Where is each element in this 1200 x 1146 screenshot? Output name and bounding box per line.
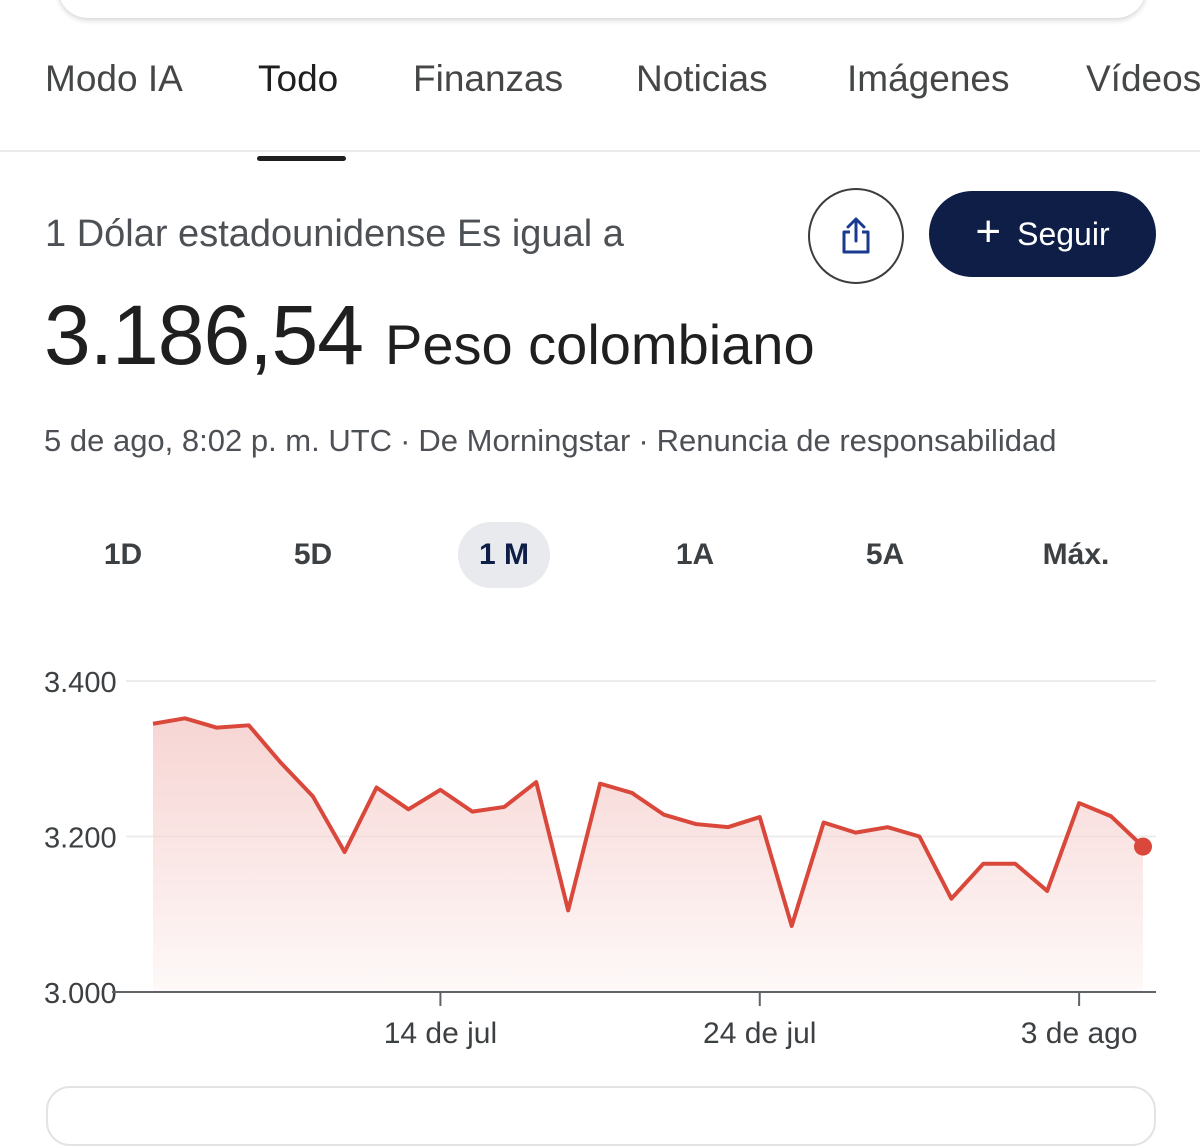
tab-noticias[interactable]: Noticias [636, 58, 768, 99]
price-chart[interactable]: 3.400 3.200 3.000 14 de jul 24 de jul 3 de ag… [0, 640, 1200, 1060]
series-line [152, 716, 1145, 928]
series-area [153, 718, 1143, 992]
range-5d[interactable]: 5D [293, 538, 333, 571]
timestamp: 5 de ago, 8:02 p. m. UTC [44, 423, 393, 458]
x-tick-label: 3 de ago [1021, 1017, 1138, 1050]
range-5a[interactable]: 5A [865, 538, 905, 571]
follow-button[interactable]: + Seguir [929, 191, 1156, 277]
tab-finanzas[interactable]: Finanzas [413, 58, 564, 99]
share-button[interactable] [808, 188, 904, 284]
search-box[interactable] [58, 0, 1146, 18]
range-1m[interactable]: 1 M [458, 522, 550, 588]
separator: · [400, 423, 411, 458]
tab-videos[interactable]: Vídeos [1086, 58, 1200, 99]
disclaimer-link[interactable]: Renuncia de responsabilidad [656, 423, 1057, 458]
range-1d[interactable]: 1D [103, 538, 143, 571]
tab-imagenes[interactable]: Imágenes [847, 58, 1010, 99]
x-tick-label: 14 de jul [384, 1017, 497, 1050]
search-tabs: Modo IA Todo Finanzas Noticias Imágenes … [0, 40, 1200, 161]
plus-icon: + [975, 207, 1002, 256]
source-link[interactable]: De Morningstar [418, 423, 631, 458]
last-point-marker [1134, 837, 1152, 856]
exchange-rate: 3.186,54 Peso colombiano [44, 287, 815, 384]
follow-label: Seguir [1017, 215, 1110, 252]
range-1a[interactable]: 1A [675, 538, 715, 571]
separator: · [638, 423, 649, 458]
tab-modo-ia[interactable]: Modo IA [45, 58, 183, 99]
rate-currency: Peso colombiano [384, 313, 815, 376]
tab-todo[interactable]: Todo [258, 58, 339, 99]
bottom-card [46, 1086, 1156, 1146]
x-tick-label: 24 de jul [703, 1017, 816, 1050]
range-max[interactable]: Máx. [1042, 538, 1110, 571]
y-tick-label: 3.400 [44, 667, 117, 699]
y-tick-label: 3.200 [44, 823, 117, 855]
y-tick-label: 3.000 [44, 978, 117, 1010]
share-icon [842, 217, 870, 254]
rate-value: 3.186,54 [44, 288, 364, 382]
equals-label: 1 Dólar estadounidense Es igual a [45, 213, 624, 255]
active-tab-indicator [257, 156, 346, 161]
rate-metadata: 5 de ago, 8:02 p. m. UTC · De Morningstar ·… [44, 423, 1057, 459]
